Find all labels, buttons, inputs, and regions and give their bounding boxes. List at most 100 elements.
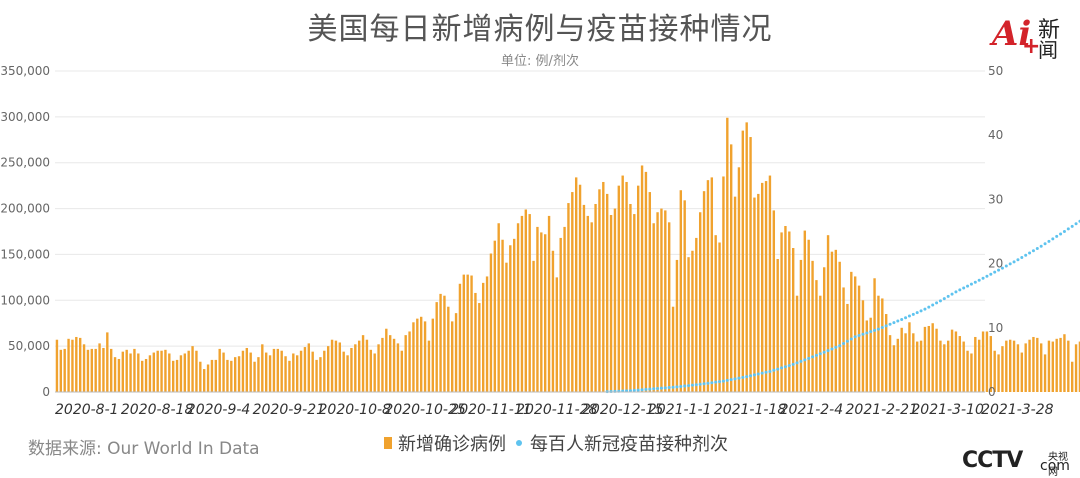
case-bar — [966, 350, 969, 392]
x-tick-label: 2020-8-18 — [121, 402, 194, 418]
case-bar — [206, 364, 210, 392]
case-bar — [974, 336, 977, 392]
case-bar — [125, 349, 128, 392]
case-bar — [423, 321, 427, 392]
case-bar — [815, 280, 818, 392]
case-bar — [547, 215, 551, 392]
vaccine-point — [911, 312, 915, 316]
vaccine-point — [1066, 227, 1070, 231]
vaccine-point — [667, 386, 671, 390]
y-right-tick-label: 0 — [988, 385, 996, 399]
logo-plus: + — [1022, 34, 1041, 59]
case-bar — [1036, 337, 1039, 392]
case-bar — [160, 350, 163, 392]
case-bar — [706, 180, 710, 392]
case-bar — [931, 323, 934, 392]
case-bar — [230, 360, 233, 392]
data-source: 数据来源: Our World In Data — [28, 439, 260, 459]
case-bar — [776, 259, 779, 392]
case-bar — [489, 253, 493, 392]
x-tick-label: 2020-10-8 — [319, 402, 392, 418]
case-bar — [671, 306, 675, 392]
case-bar — [478, 303, 481, 392]
vaccine-point — [985, 274, 989, 278]
line-series — [605, 219, 1080, 394]
case-bar — [241, 350, 245, 392]
case-bar — [884, 314, 888, 392]
vaccine-point — [780, 366, 784, 370]
unit-label: 单位: 例/剂次 — [501, 54, 579, 69]
case-bar — [346, 355, 349, 392]
case-bar — [574, 177, 578, 392]
case-bar — [559, 237, 562, 392]
case-bar — [1063, 334, 1066, 392]
vaccine-point — [1074, 222, 1078, 226]
logo-ai-text: Ai — [992, 14, 1032, 54]
case-bar — [664, 210, 667, 392]
case-bar — [78, 337, 82, 392]
case-bar — [474, 292, 477, 392]
case-bar — [90, 348, 94, 392]
case-bar — [819, 295, 822, 392]
vaccine-point — [927, 305, 931, 309]
case-bar — [683, 200, 686, 392]
case-bar — [524, 209, 528, 392]
case-bar — [997, 354, 1000, 392]
case-bar — [388, 335, 392, 392]
case-bar — [784, 226, 787, 392]
case-bar — [121, 351, 125, 392]
case-bar — [454, 313, 458, 392]
case-bar — [644, 171, 648, 392]
case-bar — [1016, 344, 1020, 392]
vaccine-point — [745, 375, 749, 379]
vaccine-point — [803, 358, 807, 362]
cctv-main: CCTV — [962, 448, 1023, 473]
vaccine-point — [741, 375, 745, 379]
case-bar — [106, 332, 109, 392]
vaccine-point — [772, 368, 776, 372]
vaccine-point — [679, 384, 683, 388]
case-bar — [102, 347, 105, 392]
vaccine-point — [659, 386, 663, 390]
case-bar — [578, 184, 582, 392]
case-bar — [985, 331, 989, 392]
case-bar — [648, 192, 652, 392]
case-bar — [245, 347, 249, 392]
vaccine-point — [671, 385, 675, 389]
case-bar — [377, 344, 380, 392]
case-bar — [381, 337, 384, 392]
case-bar — [195, 350, 198, 392]
case-bar — [943, 344, 946, 392]
case-bar — [908, 322, 911, 392]
vaccine-point — [737, 376, 741, 380]
case-bar — [315, 359, 318, 392]
case-bar — [253, 361, 256, 392]
case-bar — [1055, 338, 1058, 392]
case-bar — [222, 352, 225, 392]
case-bar — [1070, 361, 1074, 392]
right-axis-ticks: 0 10 20 30 40 50 — [988, 64, 1003, 399]
vaccine-point — [1059, 232, 1063, 236]
case-bar — [144, 358, 148, 392]
case-bar — [1043, 354, 1047, 392]
vaccine-point — [814, 353, 818, 357]
vaccine-point — [845, 339, 849, 343]
case-bar — [59, 349, 63, 392]
case-bar — [667, 222, 671, 392]
case-bar — [551, 250, 555, 392]
vaccine-point — [919, 309, 923, 313]
vaccine-point — [935, 301, 939, 305]
case-bar — [915, 341, 919, 392]
x-tick-label: 2021-3-28 — [981, 402, 1054, 418]
vaccine-point — [954, 290, 958, 294]
vaccine-point — [946, 294, 950, 298]
case-bar — [741, 130, 745, 393]
case-bar — [261, 344, 264, 392]
case-bar — [865, 320, 869, 392]
case-bar — [594, 203, 597, 392]
vaccine-point — [749, 374, 753, 378]
case-bar — [427, 340, 431, 392]
vaccine-point — [702, 382, 706, 386]
case-bar — [1028, 339, 1031, 392]
vaccine-point — [776, 367, 780, 371]
